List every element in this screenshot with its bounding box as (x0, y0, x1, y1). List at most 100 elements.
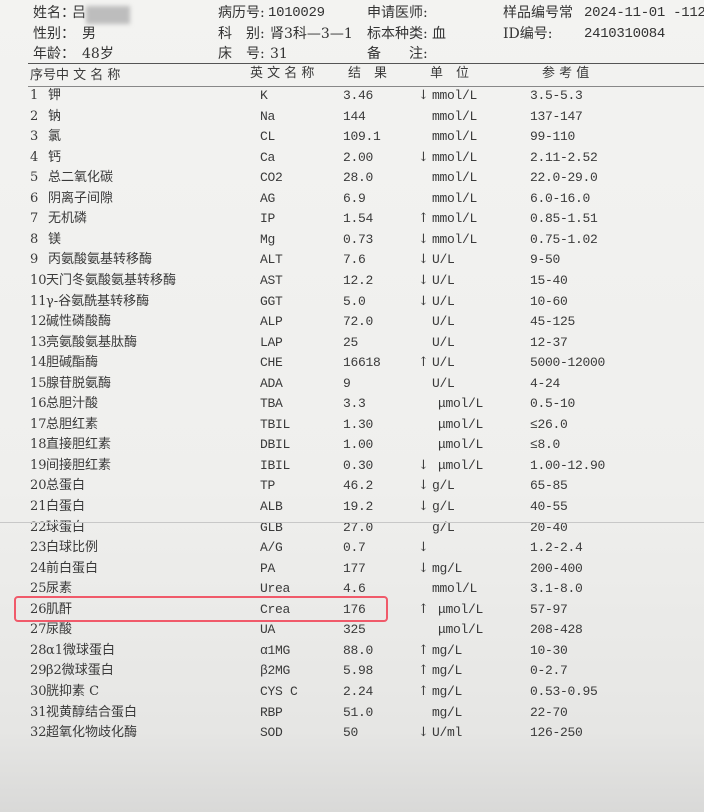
row-chinese-name: β2微球蛋白 (46, 663, 114, 679)
row-english-name: LAP (260, 334, 283, 350)
row-unit: μmol/L (438, 416, 484, 432)
row-english-name: ADA (260, 375, 283, 391)
row-english-name: DBIL (260, 437, 291, 453)
dept-value: 肾3科—3—1 (270, 26, 353, 42)
row-number: 11 (30, 293, 47, 309)
row-reference: ≤8.0 (530, 437, 561, 453)
id-no: 2410310084 (584, 26, 666, 42)
row-flag: ↑ (418, 355, 429, 371)
row-reference: 65-85 (530, 478, 568, 494)
row-english-name: Ca (260, 149, 276, 165)
row-chinese-name: 腺苷脱氨酶 (46, 375, 112, 391)
row-unit: μmol/L (438, 396, 484, 412)
row-english-name: ALB (260, 499, 283, 514)
row-result: 177 (343, 560, 366, 576)
row-chinese-name: 总蛋白 (46, 478, 86, 494)
row-reference: 0.85-1.51 (530, 211, 598, 227)
row-number: 5 (30, 170, 39, 186)
row-number: 24 (30, 560, 47, 576)
row-unit: U/L (432, 355, 455, 371)
row-flag: ↑ (418, 663, 429, 679)
redacted-name (86, 6, 130, 24)
row-number: 4 (30, 149, 39, 165)
row-english-name: RBP (260, 704, 283, 720)
row-flag: ↑ (418, 683, 429, 699)
row-reference: 9-50 (530, 252, 561, 268)
specimen-label: 标本种类: (367, 26, 428, 42)
row-chinese-name: 总胆红素 (46, 416, 99, 432)
bed-label: 床 号: (218, 46, 265, 62)
row-reference: 2.11-2.52 (530, 149, 598, 165)
row-result: 27.0 (343, 519, 374, 535)
row-unit: U/L (432, 293, 455, 309)
row-number: 13 (30, 334, 47, 350)
row-chinese-name: 尿素 (46, 581, 73, 597)
col-unit: 单 位 (430, 66, 470, 81)
row-result: 0.30 (343, 457, 374, 473)
row-reference: 126-250 (530, 725, 583, 741)
row-unit: mg/L (432, 683, 463, 699)
row-reference: 0.75-1.02 (530, 231, 598, 247)
row-chinese-name: 尿酸 (46, 622, 73, 638)
row-reference: 137-147 (530, 108, 583, 124)
row-result: 0.7 (343, 540, 366, 556)
row-unit: g/L (432, 478, 455, 494)
row-number: 32 (30, 725, 47, 741)
sample-no: 2024-11-01 -112 (584, 5, 704, 21)
row-unit: U/ml (432, 725, 463, 741)
row-reference: 4-24 (530, 375, 561, 391)
row-chinese-name: 直接胆红素 (46, 437, 112, 453)
row-number: 27 (30, 622, 47, 638)
row-number: 31 (30, 704, 47, 720)
row-english-name: CL (260, 129, 276, 145)
sex-label: 性别： (33, 26, 75, 42)
row-unit: μmol/L (438, 457, 484, 473)
row-flag: ↓ (418, 540, 429, 556)
row-result: 176 (343, 601, 366, 617)
row-number: 21 (30, 499, 47, 514)
col-seq-name: 序号中 文 名 称 (30, 68, 121, 83)
row-english-name: IBIL (260, 457, 291, 473)
row-english-name: Mg (260, 231, 276, 247)
row-english-name: CHE (260, 355, 283, 371)
row-reference: 15-40 (530, 272, 568, 288)
row-english-name: ALT (260, 252, 283, 268)
row-chinese-name: 碱性磷酸酶 (46, 314, 112, 330)
row-number: 17 (30, 416, 47, 432)
row-result: 2.00 (343, 149, 374, 165)
row-reference: 3.5-5.3 (530, 88, 583, 103)
row-number: 12 (30, 314, 47, 330)
row-flag: ↓ (418, 293, 429, 309)
row-result: 4.6 (343, 581, 366, 597)
row-reference: 20-40 (530, 519, 568, 535)
row-result: 109.1 (343, 129, 381, 145)
row-unit: mmol/L (432, 170, 478, 186)
row-chinese-name: 胆碱酯酶 (46, 355, 99, 371)
row-unit: mmol/L (432, 149, 478, 165)
row-reference: 10-30 (530, 642, 568, 658)
row-unit: mg/L (432, 704, 463, 720)
row-number: 14 (30, 355, 47, 371)
row-chinese-name: 亮氨酸氨基肽酶 (46, 334, 138, 350)
row-english-name: CO2 (260, 170, 283, 186)
name-label: 姓名： (33, 5, 75, 21)
row-unit: mg/L (432, 642, 463, 658)
row-unit: mg/L (432, 560, 463, 576)
dept-label: 科 别: (218, 26, 265, 42)
row-result: 19.2 (343, 499, 374, 514)
row-flag: ↑ (418, 601, 429, 617)
row-chinese-name: 球蛋白 (46, 519, 86, 535)
row-result: 72.0 (343, 314, 374, 330)
row-reference: 0.5-10 (530, 396, 576, 412)
row-chinese-name: 阴离子间隙 (48, 190, 114, 206)
row-chinese-name: 丙氨酸氨基转移酶 (48, 252, 153, 268)
row-unit: mmol/L (432, 190, 478, 206)
row-reference: 45-125 (530, 314, 576, 330)
row-result: 325 (343, 622, 366, 638)
row-english-name: TP (260, 478, 276, 494)
row-english-name: Urea (260, 581, 291, 597)
row-english-name: β2MG (260, 663, 291, 679)
row-unit: U/L (432, 272, 455, 288)
row-result: 0.73 (343, 231, 374, 247)
row-english-name: PA (260, 560, 276, 576)
